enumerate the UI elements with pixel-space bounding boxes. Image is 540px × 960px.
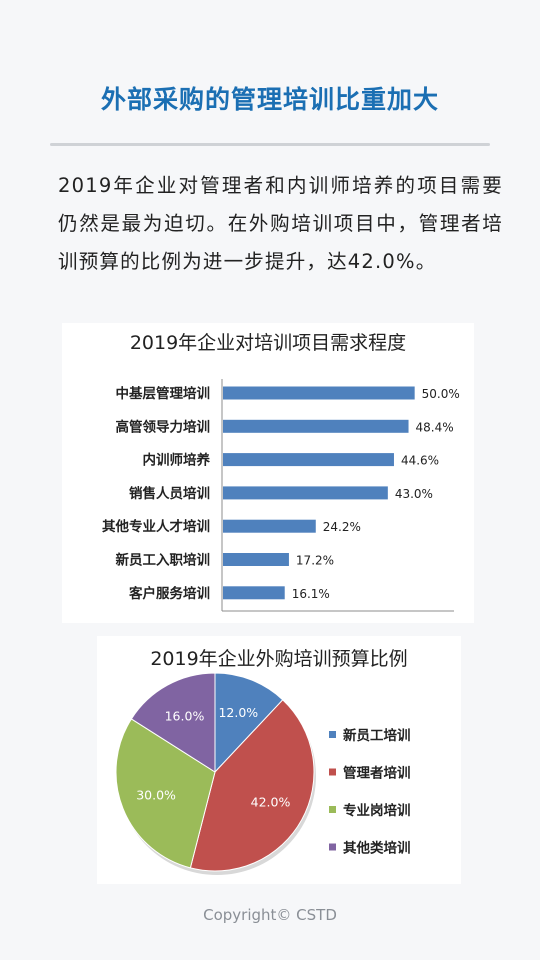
bar: [223, 586, 285, 600]
bar-category-label: 客户服务培训: [128, 585, 210, 602]
page-title: 外部采购的管理培训比重加大: [100, 85, 439, 114]
bar-value-label: 16.1%: [292, 587, 330, 601]
pie-value-label: 16.0%: [165, 708, 205, 723]
pie-chart: 2019年企业外购培训预算比例 12.0% 42.0% 30.0% 16.0% 新员工培…: [115, 648, 411, 875]
title-divider: [50, 143, 490, 146]
pie-slice: [214, 672, 284, 774]
legend-swatch: [329, 843, 336, 851]
bar-category-label: 中基层管理培训: [116, 385, 211, 402]
bar: [223, 419, 409, 433]
pie-chart-title: 2019年企业外购培训预算比例: [150, 648, 407, 670]
legend-label: 管理者培训: [343, 765, 411, 782]
legend-label: 新员工培训: [343, 727, 411, 744]
bar: [223, 486, 388, 500]
bar-chart-title: 2019年企业对培训项目需求程度: [130, 332, 406, 354]
intro-paragraph: 2019年企业对管理者和内训师培养的项目需要仍然是最为迫切。在外购培训项目中，管…: [58, 174, 503, 273]
pie-slice: [115, 718, 216, 869]
bar-category-label: 其他专业人才培训: [102, 518, 210, 535]
bar-category-label: 高管领导力培训: [116, 418, 211, 435]
pie-value-label: 30.0%: [136, 787, 176, 802]
legend-swatch: [329, 806, 336, 813]
bar-chart: 2019年企业对培训项目需求程度 中基层管理培训 50.0% 高管领导力培训 48.4…: [102, 332, 460, 612]
legend-swatch: [329, 768, 336, 776]
bar-value-label: 43.0%: [395, 487, 433, 501]
pie-value-label: 42.0%: [251, 795, 291, 810]
bar-category-label: 内训师培养: [143, 452, 211, 469]
pie-chart-card: 2019年企业外购培训预算比例 12.0% 42.0% 30.0% 16.0% 新员工培…: [97, 636, 461, 884]
copyright-text: Copyright© CSTD: [203, 906, 337, 924]
bar-value-label: 17.2%: [296, 554, 334, 568]
legend-swatch: [329, 731, 336, 738]
bar: [223, 553, 289, 566]
legend-label: 其他类培训: [343, 840, 411, 857]
pie-value-label: 12.0%: [218, 705, 258, 720]
pie-slice: [130, 672, 216, 773]
bar-value-label: 24.2%: [323, 520, 361, 534]
bar-value-label: 48.4%: [416, 420, 454, 434]
bar-chart-card: 2019年企业对培训项目需求程度 中基层管理培训 50.0% 高管领导力培训 48.4…: [62, 323, 474, 623]
bar: [223, 519, 316, 533]
pie-slice: [189, 699, 315, 872]
bar-category-label: 新员工入职培训: [116, 552, 211, 569]
legend-label: 专业岗培训: [343, 802, 411, 819]
bar-value-label: 50.0%: [422, 387, 460, 401]
bar-category-label: 销售人员培训: [129, 485, 210, 502]
bar-value-label: 44.6%: [401, 454, 439, 468]
bar: [223, 386, 415, 400]
bar: [223, 453, 394, 467]
